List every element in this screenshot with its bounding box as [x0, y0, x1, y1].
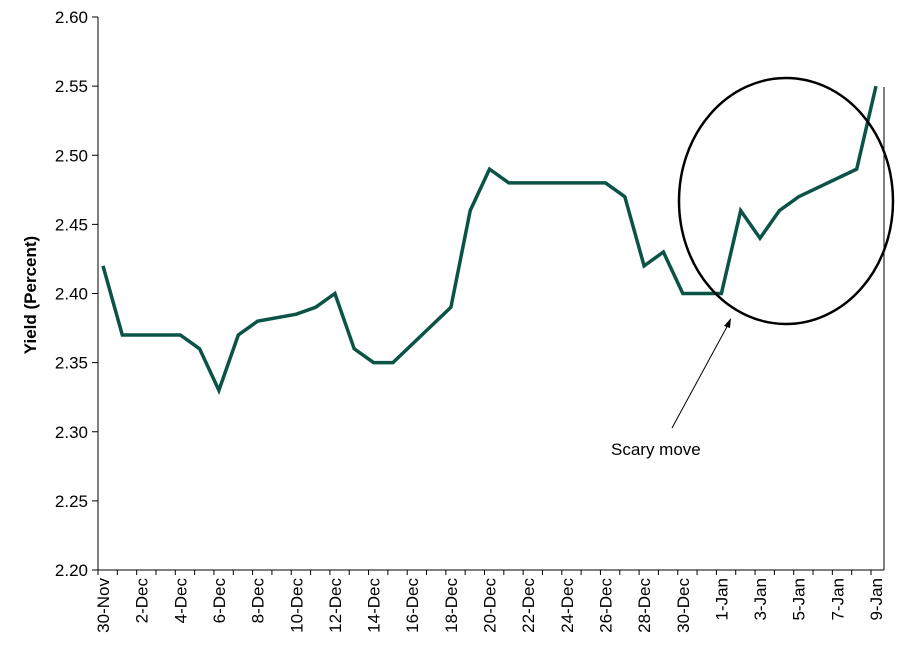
x-tick-label: 22-Dec	[519, 578, 538, 633]
y-tick-label: 2.35	[55, 354, 88, 373]
x-tick-label: 3-Jan	[751, 578, 770, 621]
annotation-group: Scary move	[611, 76, 895, 459]
x-tick-label: 16-Dec	[403, 578, 422, 633]
y-tick-label: 2.55	[55, 77, 88, 96]
x-tick-label: 26-Dec	[596, 578, 615, 633]
y-axis-title: Yield (Percent)	[21, 236, 40, 354]
x-tick-label: 12-Dec	[326, 578, 345, 633]
series	[101, 85, 878, 395]
x-tick-label: 1-Jan	[712, 578, 731, 621]
y-tick-label: 2.25	[55, 492, 88, 511]
y-tick-label: 2.40	[55, 285, 88, 304]
annotation-arrow-line	[671, 322, 730, 429]
x-tick-label: 30-Nov	[94, 578, 113, 633]
x-tick-labels: 30-Nov 2-Dec 4-Dec 6-Dec 8-Dec 10-Dec 12-Dec 14…	[94, 578, 886, 633]
y-tick-label: 2.30	[55, 423, 88, 442]
y-tick-label: 2.50	[55, 146, 88, 165]
x-tick-label: 14-Dec	[365, 578, 384, 633]
x-tick-label: 9-Jan	[867, 578, 886, 621]
x-tick-label: 20-Dec	[481, 578, 500, 633]
x-tick-label: 2-Dec	[133, 578, 152, 624]
x-tick-label: 28-Dec	[635, 578, 654, 633]
y-tick-label: 2.60	[55, 8, 88, 27]
annotation-arrowhead	[724, 318, 731, 328]
x-tick-label: 5-Jan	[790, 578, 809, 621]
x-tick-label: 30-Dec	[674, 578, 693, 633]
x-tick-label: 6-Dec	[210, 578, 229, 624]
x-tick-label: 4-Dec	[171, 578, 190, 624]
y-tick-labels: 2.20 2.25 2.30 2.35 2.40 2.45 2.50 2.55 2.60	[55, 8, 88, 580]
x-tick-label: 10-Dec	[287, 578, 306, 633]
axes	[92, 16, 885, 575]
series-line	[101, 85, 878, 395]
annotation-label: Scary move	[611, 440, 701, 459]
y-tick-label: 2.45	[55, 215, 88, 234]
x-tick-label: 18-Dec	[442, 578, 461, 633]
x-tick-label: 8-Dec	[249, 578, 268, 624]
x-tick-label: 7-Jan	[828, 578, 847, 621]
x-tick-label: 24-Dec	[558, 578, 577, 633]
highlight-ellipse	[677, 76, 895, 326]
y-tick-label: 2.20	[55, 561, 88, 580]
